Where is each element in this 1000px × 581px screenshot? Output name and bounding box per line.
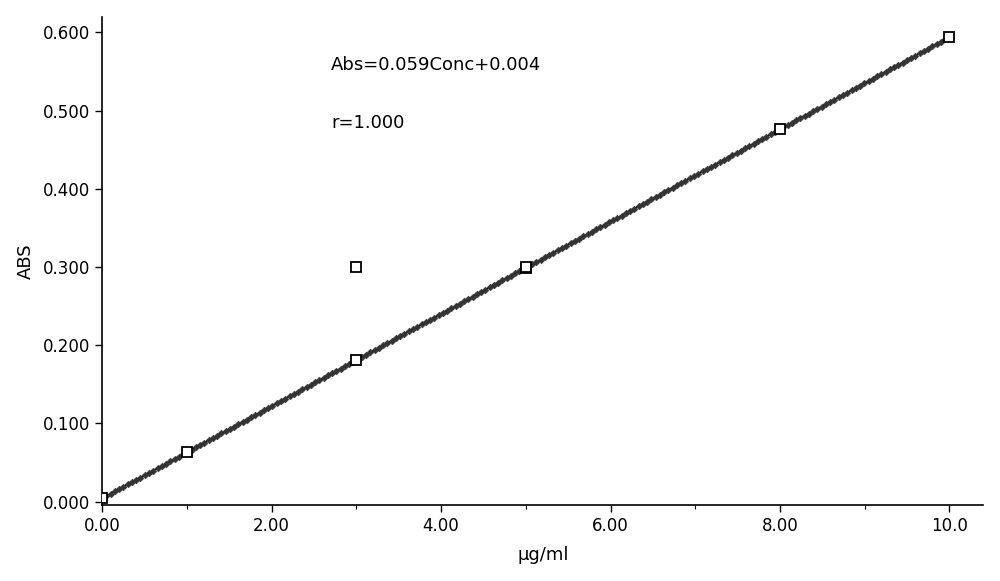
Y-axis label: ABS: ABS [17, 243, 35, 279]
Text: Abs=0.059Conc+0.004: Abs=0.059Conc+0.004 [331, 56, 542, 74]
Text: r=1.000: r=1.000 [331, 114, 405, 132]
X-axis label: μg/ml: μg/ml [517, 546, 569, 564]
